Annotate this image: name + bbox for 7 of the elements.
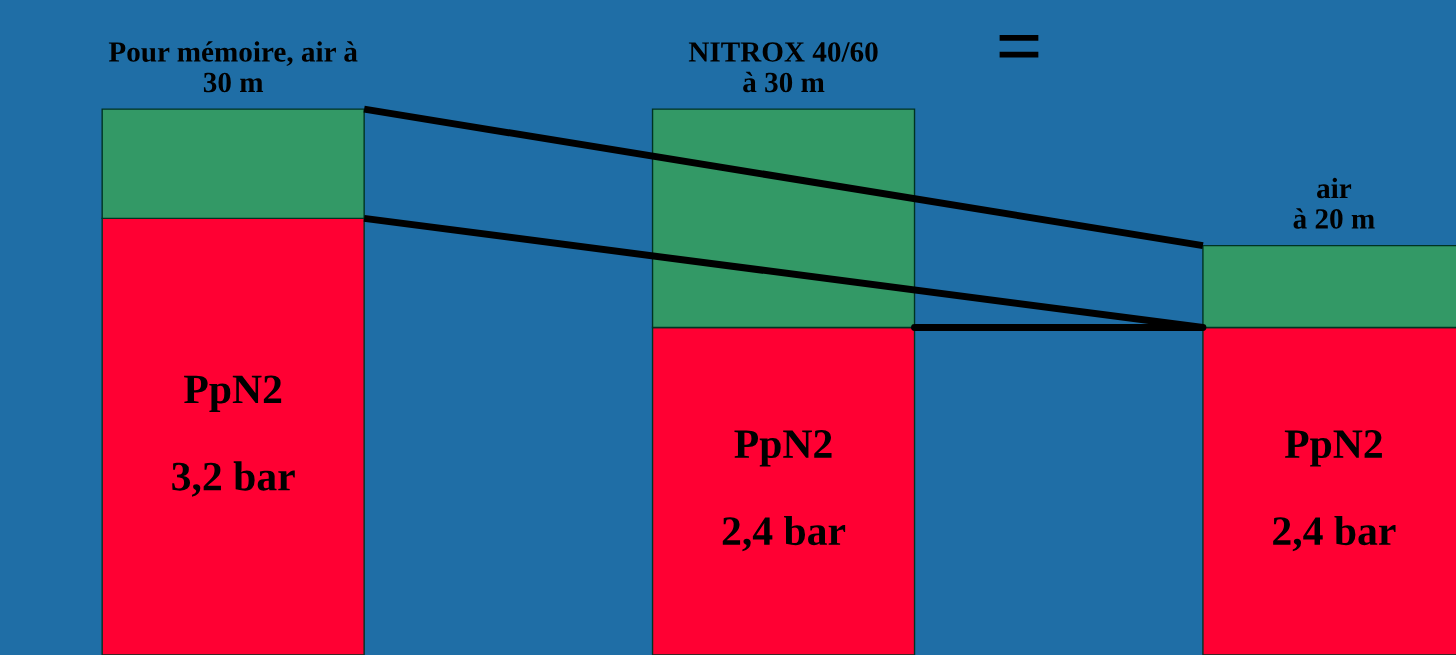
x-tick-label: Pour mémoire, air à 30 m: [108, 41, 358, 93]
data-label: PpN2 3,2 bar: [172, 375, 295, 497]
x-tick-label: NITROX 40/60 à 30 m: [688, 42, 878, 93]
data-label: PpN2 2,4 bar: [1273, 430, 1396, 552]
x-tick-label: air à 20 m: [1293, 177, 1375, 229]
annotation: =: [999, 35, 1039, 58]
data-label: PpN2 2,4 bar: [722, 430, 846, 552]
